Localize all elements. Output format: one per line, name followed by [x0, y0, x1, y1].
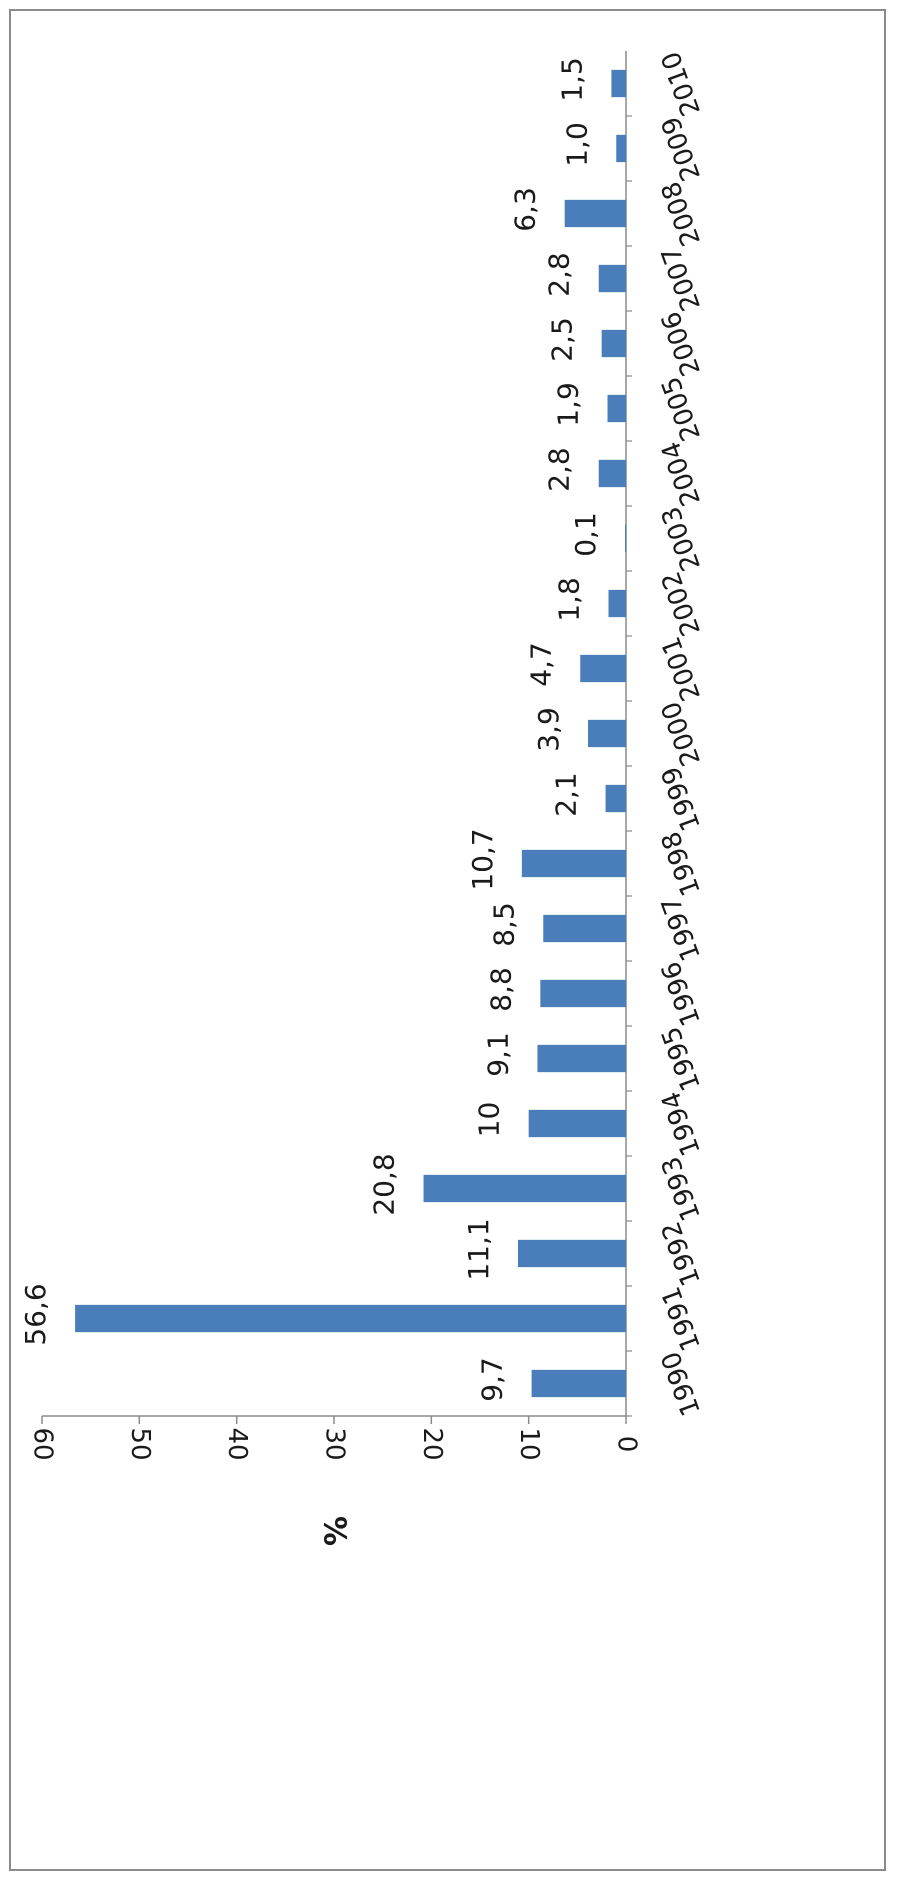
category-tick-label: 1993	[656, 1152, 707, 1224]
value-tick-label: 20	[417, 1427, 447, 1460]
category-tick-label: 2000	[656, 697, 707, 769]
category-tick-label: 1992	[656, 1217, 707, 1289]
bar	[543, 914, 626, 943]
data-label: 3,9	[532, 707, 565, 752]
value-tick-label: 50	[125, 1427, 155, 1460]
category-tick-label: 2004	[656, 437, 707, 509]
value-axis-title: %	[317, 1516, 352, 1546]
data-label: 9,7	[476, 1357, 509, 1402]
data-label: 2,8	[543, 447, 576, 492]
category-tick-label: 2007	[656, 242, 707, 314]
data-label: 11,1	[462, 1218, 495, 1280]
data-label: 6,3	[509, 187, 542, 232]
bar	[598, 459, 626, 488]
category-tick-label: 2008	[656, 177, 707, 249]
bar	[607, 394, 626, 423]
bar	[580, 654, 626, 683]
data-label: 1,0	[560, 122, 593, 167]
chart-frame: 0 10 20 30 40 50 60% 1990 9,7 1991 56,6 1992 11,1 199…	[9, 9, 886, 1871]
data-label: 56,6	[19, 1283, 52, 1345]
bar	[611, 69, 626, 98]
category-tick-label: 1991	[656, 1282, 707, 1354]
data-label: 4,7	[524, 642, 557, 687]
data-label: 2,5	[546, 317, 579, 362]
data-label: 10	[473, 1102, 506, 1138]
data-label: 10,7	[466, 828, 499, 890]
category-tick-label: 2010	[656, 47, 707, 119]
value-tick-label: 60	[28, 1427, 58, 1460]
bar	[564, 199, 626, 228]
data-label: 1,8	[552, 577, 585, 622]
category-tick-label: 2001	[656, 632, 707, 704]
bar	[616, 134, 626, 163]
data-label: 2,1	[550, 772, 583, 817]
bar	[517, 1239, 626, 1268]
value-tick-label: 40	[222, 1427, 252, 1460]
bar	[423, 1174, 626, 1203]
bar	[588, 719, 626, 748]
category-tick-label: 2003	[656, 502, 707, 574]
bar	[625, 524, 627, 553]
bar	[521, 849, 626, 878]
category-tick-label: 1995	[656, 1022, 707, 1094]
category-tick-label: 2002	[656, 567, 707, 639]
bar	[598, 264, 626, 293]
data-label: 8,5	[487, 902, 520, 947]
category-tick-label: 1996	[656, 957, 707, 1029]
data-label: 0,1	[569, 512, 602, 557]
bar	[531, 1369, 626, 1398]
data-label: 1,9	[552, 382, 585, 427]
category-tick-label: 2006	[656, 307, 707, 379]
value-tick-label: 10	[514, 1427, 544, 1460]
bar	[601, 329, 626, 358]
category-tick-label: 1998	[656, 827, 707, 899]
category-tick-label: 1999	[656, 762, 707, 834]
category-tick-label: 1990	[656, 1347, 707, 1419]
value-tick-label: 0	[612, 1436, 642, 1453]
bar-chart: 0 10 20 30 40 50 60% 1990 9,7 1991 56,6 1992 11,1 199…	[19, 47, 707, 1546]
bar	[75, 1304, 627, 1333]
data-label: 20,8	[368, 1153, 401, 1215]
value-tick-label: 30	[320, 1427, 350, 1460]
bar	[605, 784, 626, 813]
data-label: 1,5	[555, 57, 588, 102]
data-label: 8,8	[484, 967, 517, 1012]
category-tick-label: 2005	[656, 372, 707, 444]
bar	[608, 589, 626, 618]
bar	[537, 1044, 626, 1073]
bar	[540, 979, 626, 1008]
data-label: 9,1	[481, 1032, 514, 1077]
data-label: 2,8	[543, 252, 576, 297]
category-tick-label: 1994	[656, 1087, 707, 1159]
category-tick-label: 2009	[656, 112, 707, 184]
bar	[528, 1109, 626, 1138]
category-tick-label: 1997	[656, 892, 707, 964]
